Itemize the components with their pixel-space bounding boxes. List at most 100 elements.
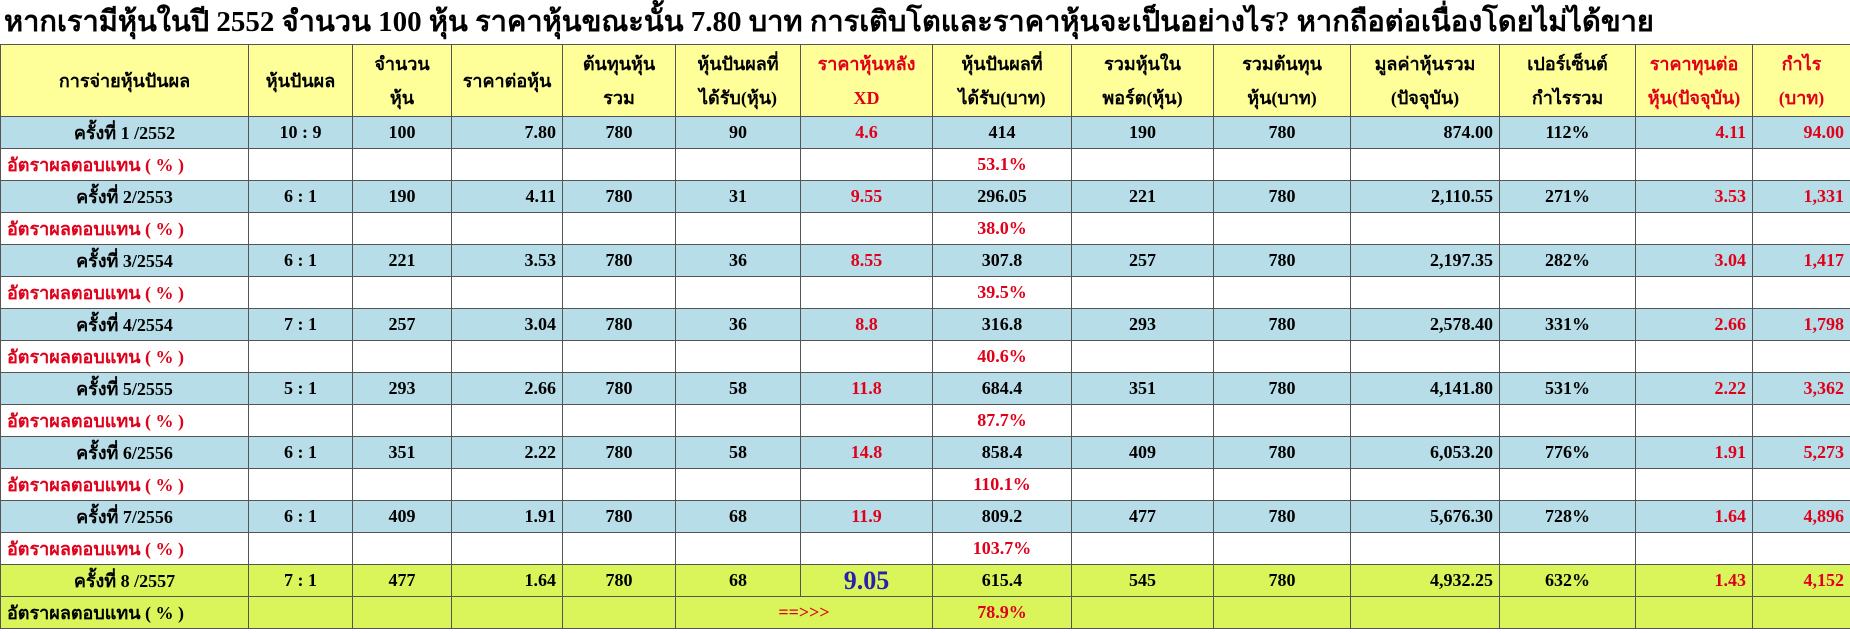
cell: 776% <box>1499 436 1636 469</box>
cell: 7 : 1 <box>248 308 353 341</box>
cell: ครั้งที่ 2/2553 <box>0 180 249 213</box>
cell: 90 <box>675 116 801 149</box>
empty-cell <box>1071 532 1214 565</box>
cell: 31 <box>675 180 801 213</box>
empty-cell <box>1213 468 1351 501</box>
empty-cell <box>352 276 452 309</box>
header-text: (ปัจจุบัน) <box>1390 87 1460 108</box>
cell: 68 <box>675 500 801 533</box>
header-text: หุ้นปันผลที่ <box>961 53 1043 74</box>
empty-cell <box>352 468 452 501</box>
header-text: พอร์ต(หุ้น) <box>1102 87 1183 108</box>
empty-cell <box>562 148 676 181</box>
row: ครั้งที่ 5/2555 5 : 1 293 2.66 780 58 11.8 684.… <box>0 372 1850 405</box>
empty-cell <box>352 532 452 565</box>
header-text: จำนวน <box>374 53 430 74</box>
empty-cell <box>1752 276 1850 309</box>
cell: 6 : 1 <box>248 244 353 277</box>
cell: 6 : 1 <box>248 436 353 469</box>
header-text: ราคาต่อหุ้น <box>462 70 552 91</box>
empty-cell <box>1752 596 1850 629</box>
cell: ครั้งที่ 6/2556 <box>0 436 249 469</box>
cell: 36 <box>675 308 801 341</box>
empty-cell <box>675 276 801 309</box>
yield-label: อัตราผลตอบแทน ( % ) <box>0 148 249 181</box>
empty-cell <box>451 276 563 309</box>
empty-cell <box>352 340 452 373</box>
cell: 2,110.55 <box>1350 180 1500 213</box>
empty-cell <box>1350 596 1500 629</box>
empty-cell <box>800 468 933 501</box>
yield-label: อัตราผลตอบแทน ( % ) <box>0 404 249 437</box>
yield-label: อัตราผลตอบแทน ( % ) <box>0 468 249 501</box>
yield-label: อัตราผลตอบแทน ( % ) <box>0 596 249 629</box>
empty-cell <box>800 276 933 309</box>
yield-value: 40.6% <box>932 340 1072 373</box>
cell: 5,676.30 <box>1350 500 1500 533</box>
empty-cell <box>675 148 801 181</box>
cell: 4,896 <box>1752 500 1850 533</box>
cell: 282% <box>1499 244 1636 277</box>
cell: 257 <box>1071 244 1214 277</box>
yield-label: อัตราผลตอบแทน ( % ) <box>0 532 249 565</box>
empty-cell <box>1635 148 1753 181</box>
header-cell: หุ้นปันผล <box>248 44 353 117</box>
page-title: หากเรามีหุ้นในปี 2552 จำนวน 100 หุ้น ราค… <box>4 6 1654 38</box>
yield-row: อัตราผลตอบแทน ( % ) 40.6% <box>0 340 1850 373</box>
header-text: ต้นทุนหุ้น <box>582 53 656 74</box>
empty-cell <box>1499 276 1636 309</box>
yield-row: อัตราผลตอบแทน ( % ) ==>>> 78.9% <box>0 596 1850 629</box>
header-row: การจ่ายหุ้นปันผล หุ้นปันผล จำนวน หุ้น ราคาต่… <box>0 44 1850 117</box>
cell: 14.8 <box>800 436 933 469</box>
empty-cell <box>1350 340 1500 373</box>
cell: 6,053.20 <box>1350 436 1500 469</box>
empty-cell <box>675 468 801 501</box>
yield-row: อัตราผลตอบแทน ( % ) 103.7% <box>0 532 1850 565</box>
empty-cell <box>1213 596 1351 629</box>
row: ครั้งที่ 6/2556 6 : 1 351 2.22 780 58 14.8 858.… <box>0 436 1850 469</box>
yield-label: อัตราผลตอบแทน ( % ) <box>0 212 249 245</box>
row: ครั้งที่ 1 /2552 10 : 9 100 7.80 780 90 4.6 414… <box>0 116 1850 149</box>
empty-cell <box>248 212 353 245</box>
empty-cell <box>1752 340 1850 373</box>
empty-cell <box>1350 404 1500 437</box>
cell: 2,197.35 <box>1350 244 1500 277</box>
cell: 58 <box>675 436 801 469</box>
cell: 531% <box>1499 372 1636 405</box>
cell: 221 <box>1071 180 1214 213</box>
yield-label: อัตราผลตอบแทน ( % ) <box>0 340 249 373</box>
cell: 780 <box>562 564 676 597</box>
yield-value: 38.0% <box>932 212 1072 245</box>
empty-cell <box>1350 468 1500 501</box>
arrow: ==>>> <box>675 596 933 629</box>
cell: 316.8 <box>932 308 1072 341</box>
cell: 3.04 <box>451 308 563 341</box>
cell: 7.80 <box>451 116 563 149</box>
empty-cell <box>248 532 353 565</box>
cell: 351 <box>1071 372 1214 405</box>
cell: 94.00 <box>1752 116 1850 149</box>
cell: 3.53 <box>451 244 563 277</box>
cell: 4.11 <box>1635 116 1753 149</box>
cell: 414 <box>932 116 1072 149</box>
empty-cell <box>1071 276 1214 309</box>
cell: ครั้งที่ 5/2555 <box>0 372 249 405</box>
cell: 2.22 <box>451 436 563 469</box>
cell: 296.05 <box>932 180 1072 213</box>
empty-cell <box>248 340 353 373</box>
empty-cell <box>675 340 801 373</box>
header-cell: เปอร์เซ็นต์ กำไรรวม <box>1499 44 1636 117</box>
empty-cell <box>562 404 676 437</box>
cell: 10 : 9 <box>248 116 353 149</box>
cell: 11.8 <box>800 372 933 405</box>
header-text: มูลค่าหุ้นรวม <box>1374 53 1476 74</box>
empty-cell <box>1071 148 1214 181</box>
row: ครั้งที่ 2/2553 6 : 1 190 4.11 780 31 9.55 296.… <box>0 180 1850 213</box>
header-text: เปอร์เซ็นต์ <box>1527 53 1608 74</box>
empty-cell <box>1752 532 1850 565</box>
header-cell: การจ่ายหุ้นปันผล <box>0 44 249 117</box>
cell: 409 <box>352 500 452 533</box>
empty-cell <box>1350 212 1500 245</box>
cell: 4.6 <box>800 116 933 149</box>
empty-cell <box>1635 404 1753 437</box>
